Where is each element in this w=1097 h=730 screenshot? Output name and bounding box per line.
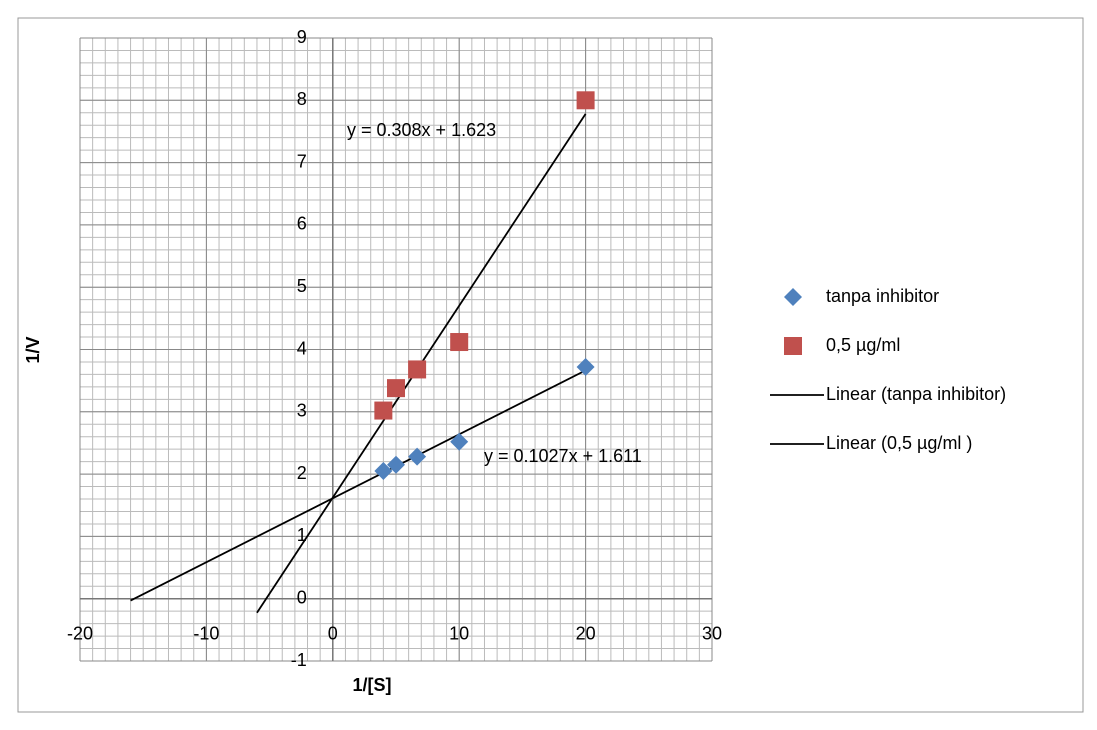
x-tick-label: 10 <box>449 623 469 643</box>
legend-label: 0,5 µg/ml <box>826 335 900 355</box>
x-tick-label: 20 <box>576 623 596 643</box>
diamond-marker <box>450 432 469 451</box>
chart-border <box>17 17 1084 713</box>
x-tick-label: 0 <box>328 623 338 643</box>
y-tick-label: 7 <box>297 151 307 171</box>
y-tick-label: 4 <box>297 338 307 358</box>
y-tick-label: 8 <box>297 89 307 109</box>
diamond-marker <box>576 357 595 376</box>
y-tick-label: 0 <box>297 587 307 607</box>
square-marker <box>408 360 427 379</box>
legend-label: Linear (0,5 µg/ml ) <box>826 433 972 453</box>
grid <box>79 37 713 662</box>
square-marker <box>450 333 469 352</box>
diamond-marker <box>374 461 393 480</box>
y-tick-label: 2 <box>297 463 307 483</box>
x-axis-label: 1/[S] <box>352 675 391 695</box>
legend-label: tanpa inhibitor <box>826 286 939 306</box>
x-tick-label: -20 <box>67 623 93 643</box>
y-tick-label: 3 <box>297 401 307 421</box>
square-marker <box>576 91 595 110</box>
square-marker <box>374 401 393 420</box>
y-axis-label: 1/V <box>23 336 43 363</box>
square-marker <box>387 379 405 398</box>
legend-label: Linear (tanpa inhibitor) <box>826 384 1006 404</box>
y-tick-label: 9 <box>297 27 307 47</box>
x-tick-label: 30 <box>702 623 722 643</box>
plot <box>130 91 802 614</box>
x-tick-label: -10 <box>193 623 219 643</box>
y-tick-label: 1 <box>297 525 307 545</box>
diamond-marker <box>408 447 427 466</box>
diamond-marker <box>387 455 405 474</box>
diamond-marker <box>784 288 802 306</box>
y-tick-label: -1 <box>291 650 307 670</box>
trend-equation: y = 0.1027x + 1.611 <box>484 446 642 466</box>
y-tick-label: 6 <box>297 214 307 234</box>
y-tick-label: 5 <box>297 276 307 296</box>
square-marker <box>784 337 802 355</box>
trend-line <box>130 369 587 602</box>
trend-equation: y = 0.308x + 1.623 <box>347 120 496 140</box>
